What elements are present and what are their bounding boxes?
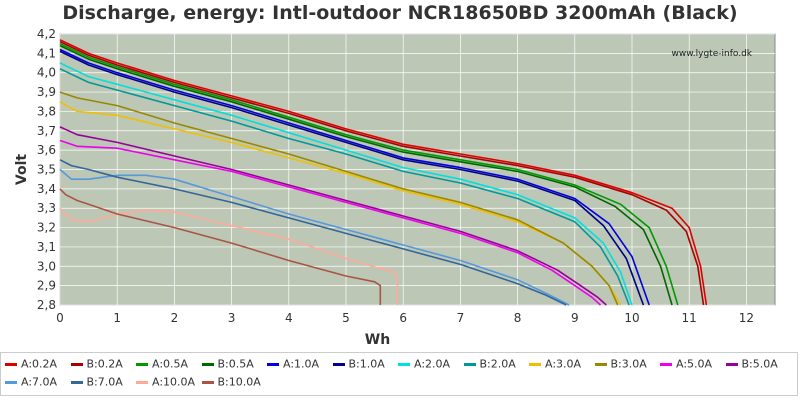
legend-item: A:0.2A (5, 357, 57, 375)
legend-item: A:1.0A (267, 357, 319, 375)
series-line (59, 42, 679, 306)
legend-item: A:2.0A (398, 357, 450, 375)
y-tick-label: 2,9 (37, 279, 56, 293)
legend-swatch (267, 362, 279, 366)
x-tick-label: 7 (457, 311, 465, 325)
series-line (59, 207, 399, 305)
legend-label: B:7.0A (86, 375, 123, 389)
legend-item: A:3.0A (529, 357, 581, 375)
legend-swatch (70, 380, 83, 384)
y-tick-label: 3,8 (37, 104, 56, 118)
y-tick-label: 3,7 (37, 124, 56, 138)
legend-label: B:0.2A (86, 357, 123, 371)
series-line (59, 50, 645, 306)
legend-label: A:1.0A (283, 357, 320, 371)
legend-swatch (398, 362, 410, 366)
legend-label: B:1.0A (348, 357, 385, 371)
legend-swatch (594, 362, 607, 366)
y-tick-label: 3,0 (37, 259, 56, 273)
legend-swatch (725, 362, 738, 366)
x-tick-label: 11 (682, 311, 697, 325)
x-tick-label: 3 (228, 311, 236, 325)
y-tick-label: 4,1 (37, 46, 56, 60)
series-line (59, 91, 619, 306)
x-tick-label: 1 (113, 311, 121, 325)
legend-item: A:10.0A (136, 375, 195, 393)
y-tick-label: 4,0 (37, 66, 56, 80)
legend-swatch (136, 362, 148, 366)
legend-item: B:5.0A (725, 357, 778, 375)
x-tick-label: 4 (285, 311, 293, 325)
legend-item: A:5.0A (660, 357, 712, 375)
y-tick-label: 3,2 (37, 221, 56, 235)
legend-swatch (332, 362, 345, 366)
chart-legend: A:0.2A B:0.2A A:0.5A B:0.5A A:1.0A B:1.0A A:2.… (0, 352, 798, 396)
chart-title: Discharge, energy: Intl-outdoor NCR18650… (62, 2, 738, 24)
legend-label: B:3.0A (610, 357, 647, 371)
legend-label: A:2.0A (414, 357, 451, 371)
y-tick-label: 3,5 (37, 163, 56, 177)
legend-label: B:0.5A (217, 357, 254, 371)
watermark-text: www.lygte-info.dk (672, 49, 753, 59)
x-tick-label: 10 (624, 311, 639, 325)
legend-swatch (463, 362, 476, 366)
legend-swatch (201, 362, 214, 366)
legend-swatch (5, 380, 17, 384)
x-tick-label: 12 (739, 311, 754, 325)
legend-label: A:0.2A (21, 357, 58, 371)
legend-swatch (529, 362, 541, 366)
y-tick-label: 3,9 (37, 85, 56, 99)
legend-item: A:0.5A (136, 357, 188, 375)
legend-swatch (136, 380, 148, 384)
legend-label: A:0.5A (152, 357, 189, 371)
legend-label: B:2.0A (479, 357, 516, 371)
legend-item: B:1.0A (332, 357, 385, 375)
legend-item: A:7.0A (5, 375, 57, 393)
y-tick-label: 3,4 (37, 182, 56, 196)
legend-item: B:10.0A (201, 375, 261, 393)
series-line (59, 68, 630, 306)
series-line (59, 168, 570, 306)
legend-label: A:3.0A (545, 357, 582, 371)
legend-item: B:2.0A (463, 357, 516, 375)
y-tick-label: 4,2 (37, 27, 56, 41)
series-line (59, 62, 633, 306)
legend-item: B:7.0A (70, 375, 123, 393)
legend-swatch (660, 362, 672, 366)
legend-label: A:10.0A (152, 375, 196, 389)
y-tick-label: 3,1 (37, 240, 56, 254)
legend-label: A:7.0A (21, 375, 58, 389)
x-tick-label: 6 (399, 311, 407, 325)
legend-item: B:3.0A (594, 357, 647, 375)
discharge-chart: 2,8 2,9 3,0 3,1 3,2 3,3 3,4 3,5 3,6 3,7 3,8 3,9 4,0 4… (14, 27, 776, 348)
legend-item: B:0.2A (70, 357, 123, 375)
series-line (59, 44, 673, 306)
series-line (59, 48, 650, 306)
series-line (59, 40, 705, 306)
x-tick-label: 0 (56, 311, 64, 325)
legend-item: B:0.5A (201, 357, 254, 375)
x-tick-label: 2 (171, 311, 179, 325)
series-line (59, 139, 602, 306)
x-tick-label: 9 (571, 311, 579, 325)
legend-swatch (5, 362, 17, 366)
x-tick-label: 5 (342, 311, 350, 325)
legend-label: B:5.0A (741, 357, 778, 371)
legend-swatch (70, 362, 83, 366)
series-line (59, 39, 708, 306)
series-line (59, 159, 567, 306)
legend-label: B:10.0A (217, 375, 261, 389)
legend-swatch (201, 380, 214, 384)
x-axis-label: Wh (365, 332, 390, 348)
series-line (59, 188, 382, 305)
x-tick-label: 8 (514, 311, 522, 325)
y-tick-label: 3,6 (37, 143, 56, 157)
chart-area: Discharge, energy: Intl-outdoor NCR18650… (14, 2, 776, 348)
y-tick-label: 3,3 (37, 201, 56, 215)
legend-label: A:5.0A (676, 357, 713, 371)
y-axis-label: Volt (14, 154, 30, 185)
series-line (59, 126, 607, 306)
y-tick-label: 2,8 (37, 298, 56, 312)
